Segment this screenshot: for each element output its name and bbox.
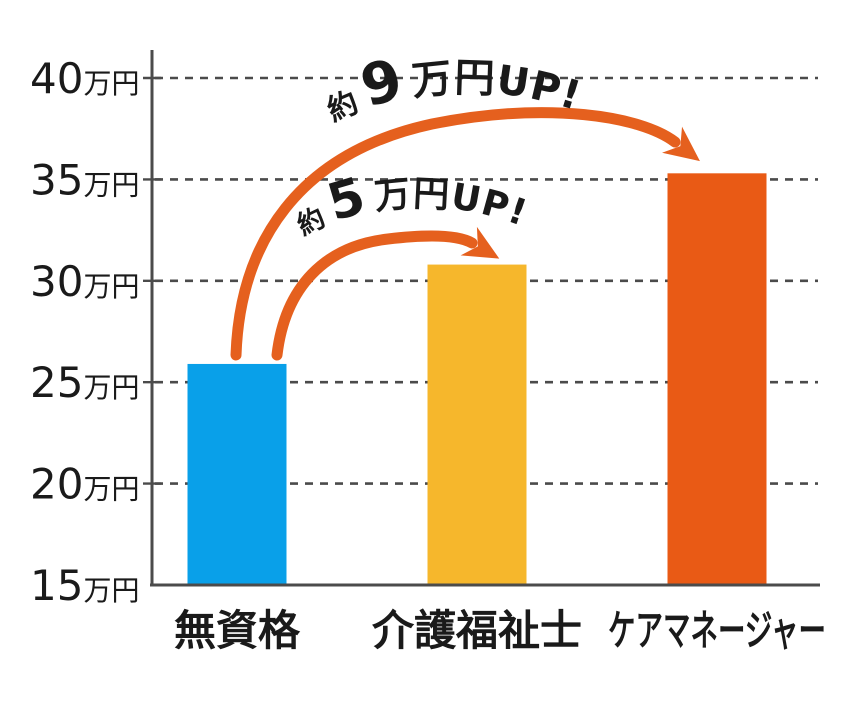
bar-3-ケアマネージャー: [667, 173, 767, 586]
y-tick-label-35: 35万円: [30, 155, 139, 204]
bars-layer: 無資格 介護福祉士 ケアマネージャー: [174, 173, 826, 655]
bar-1-無資格: [187, 363, 287, 585]
arrow-up-5-curve: [271, 226, 500, 361]
x-category-label-3: ケアマネージャー: [608, 606, 826, 655]
annotation-up-9-prefix: 約: [322, 85, 364, 129]
y-tick-label-40: 40万円: [30, 54, 139, 103]
annotation-arrows: [230, 107, 700, 361]
annotation-up-5-number: 5: [321, 166, 373, 233]
y-tick-label-20: 20万円: [30, 460, 139, 509]
annotation-up-9-number: 9: [354, 46, 410, 120]
y-tick-label-25: 25万円: [30, 358, 139, 407]
annotation-up-5: 約 5 万円UP!: [292, 166, 533, 242]
axis-layer: [150, 50, 820, 587]
x-category-label-1: 無資格: [174, 606, 301, 655]
y-tick-label-15: 15万円: [30, 561, 139, 610]
y-tick-label-30: 30万円: [30, 257, 139, 306]
arrow-up-9-curve: [230, 107, 700, 361]
annotation-up-5-suffix: 万円UP!: [372, 174, 532, 235]
bar-2-介護福祉士: [427, 264, 527, 585]
gridline-layer: 40万円 35万円 30万円 25万円 20万円 15万円: [30, 54, 818, 610]
x-category-label-2: 介護福祉士: [372, 606, 582, 655]
annotation-up-5-prefix: 約: [292, 201, 331, 242]
